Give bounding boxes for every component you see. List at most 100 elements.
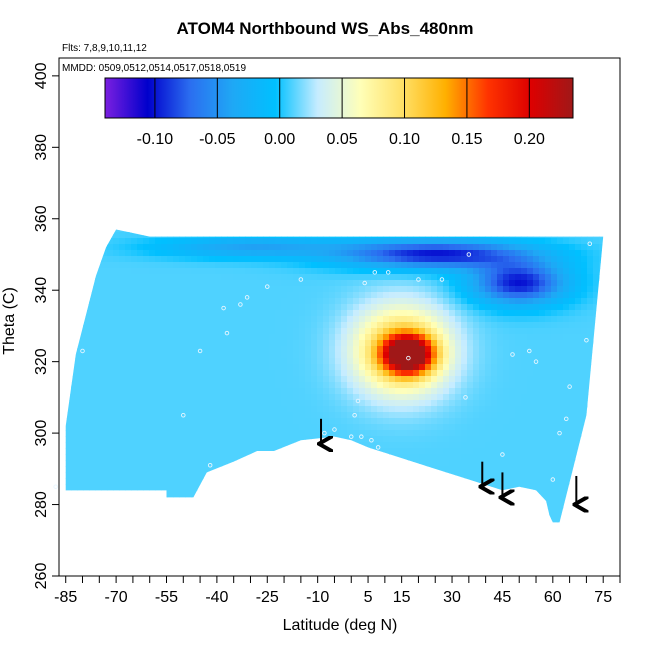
field-cell [299, 448, 306, 455]
field-cell [185, 250, 192, 257]
field-cell [143, 118, 150, 125]
field-cell [371, 436, 378, 443]
field-cell [131, 424, 138, 431]
field-cell [311, 436, 318, 443]
field-cell [89, 412, 96, 419]
field-cell [221, 556, 228, 563]
field-cell [77, 178, 84, 185]
field-cell [323, 250, 330, 257]
field-cell [107, 229, 114, 233]
field-cell [113, 160, 120, 167]
field-cell [107, 142, 114, 149]
field-cell [353, 562, 360, 569]
field-cell [125, 250, 132, 257]
field-cell [203, 472, 210, 479]
field-cell [65, 208, 72, 215]
field-cell [203, 346, 210, 353]
field-cell [113, 364, 120, 371]
field-cell [377, 274, 384, 281]
field-cell [161, 466, 168, 473]
field-cell [77, 376, 84, 383]
field-cell [59, 130, 66, 137]
field-cell [263, 448, 270, 455]
field-cell [125, 202, 132, 209]
field-cell [125, 574, 132, 581]
field-cell [209, 196, 216, 203]
field-cell [149, 484, 156, 491]
field-cell [209, 490, 216, 497]
field-cell [377, 238, 384, 245]
field-cell [365, 298, 372, 305]
field-cell [113, 460, 120, 467]
field-cell [239, 142, 246, 149]
field-cell [377, 160, 384, 167]
field-cell [401, 118, 408, 125]
field-cell [359, 526, 366, 533]
field-cell [227, 400, 234, 407]
field-cell [185, 544, 192, 551]
field-cell [293, 358, 300, 365]
field-cell [173, 142, 180, 149]
field-cell [155, 520, 162, 523]
field-cell [293, 280, 300, 287]
field-cell [293, 496, 300, 503]
field-cell [257, 262, 264, 269]
field-cell [215, 322, 222, 329]
field-cell [269, 148, 276, 155]
field-cell [383, 400, 390, 407]
field-cell [167, 190, 174, 197]
field-cell [137, 316, 144, 323]
field-cell [365, 208, 372, 215]
field-cell [365, 64, 372, 71]
field-cell [335, 340, 342, 347]
field-cell [83, 484, 90, 491]
field-cell [95, 262, 102, 269]
field-cell [95, 118, 102, 125]
field-cell [119, 394, 126, 401]
field-cell [143, 280, 150, 287]
field-cell [209, 508, 216, 515]
field-cell [137, 562, 144, 569]
field-cell [395, 538, 402, 545]
field-cell [377, 436, 384, 443]
field-cell [353, 190, 360, 197]
field-cell [257, 334, 264, 341]
field-cell [137, 298, 144, 305]
field-cell [353, 292, 360, 299]
field-cell [77, 448, 84, 455]
field-cell [65, 322, 72, 329]
field-cell [59, 304, 66, 311]
field-cell [155, 244, 162, 251]
field-cell [359, 562, 366, 569]
field-cell [317, 334, 324, 341]
field-cell [395, 352, 402, 359]
field-cell [311, 220, 318, 227]
field-cell [317, 550, 324, 557]
field-cell [305, 514, 312, 521]
field-cell [233, 118, 240, 125]
field-cell [179, 286, 186, 293]
field-cell [167, 514, 174, 521]
field-cell [341, 532, 348, 539]
field-cell [239, 298, 246, 305]
field-cell [191, 550, 198, 557]
field-cell [371, 316, 378, 323]
field-cell [101, 448, 108, 455]
field-cell [269, 184, 276, 191]
field-cell [59, 328, 66, 335]
field-cell [161, 286, 168, 293]
field-cell [335, 466, 342, 473]
field-cell [395, 370, 402, 377]
field-cell [269, 358, 276, 365]
field-cell [215, 382, 222, 389]
dates-subtitle: MMDD: 0509,0512,0514,0517,0518,0519 [62, 63, 246, 74]
field-cell [185, 229, 192, 233]
field-cell [113, 544, 120, 551]
field-cell [149, 202, 156, 209]
field-cell [77, 502, 84, 509]
field-cell [65, 130, 72, 137]
field-cell [233, 382, 240, 389]
field-cell [257, 322, 264, 329]
field-cell [233, 388, 240, 395]
field-cell [227, 166, 234, 173]
